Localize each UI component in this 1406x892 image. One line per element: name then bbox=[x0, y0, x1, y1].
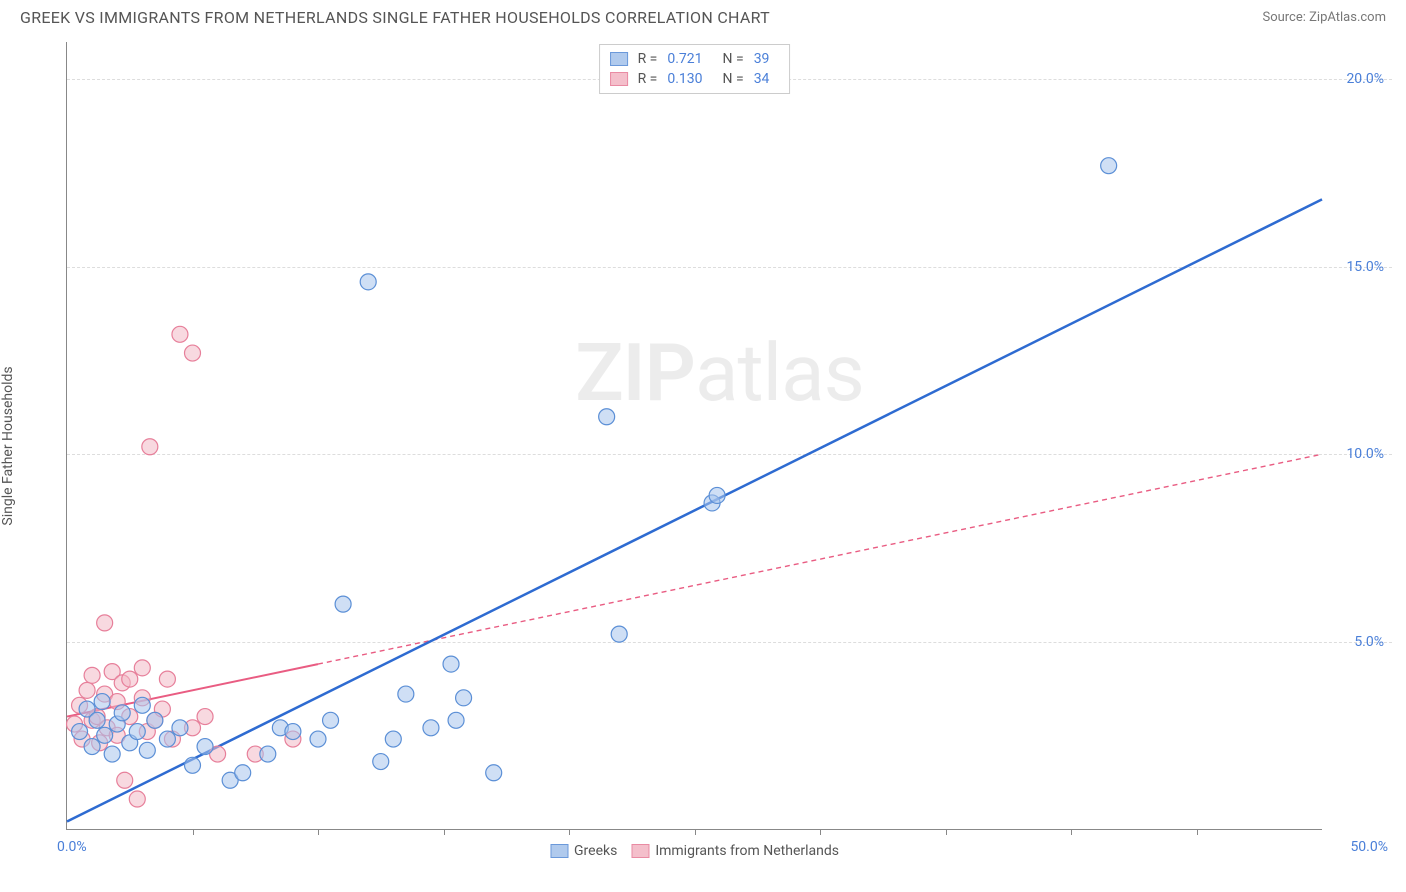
scatter-point bbox=[310, 731, 326, 747]
scatter-point bbox=[134, 660, 150, 676]
legend-swatch-0 bbox=[610, 52, 628, 66]
regression-line-dashed bbox=[318, 454, 1322, 664]
scatter-point bbox=[172, 326, 188, 342]
legend-series-item-0: Greeks bbox=[550, 843, 617, 859]
y-tick-label: 10.0% bbox=[1346, 446, 1384, 462]
scatter-point bbox=[185, 345, 201, 361]
scatter-point bbox=[197, 739, 213, 755]
y-tick-label: 20.0% bbox=[1346, 71, 1384, 87]
legend-stats: R = 0.721 N = 39 R = 0.130 N = 34 bbox=[599, 44, 791, 94]
scatter-point bbox=[443, 656, 459, 672]
legend-n-label-0: N = bbox=[723, 51, 744, 67]
scatter-point bbox=[147, 712, 163, 728]
scatter-point bbox=[122, 671, 138, 687]
y-axis-label: Single Father Households bbox=[0, 366, 16, 525]
x-tick bbox=[318, 829, 319, 835]
chart-header: GREEK VS IMMIGRANTS FROM NETHERLANDS SIN… bbox=[0, 0, 1406, 31]
legend-series-item-1: Immigrants from Netherlands bbox=[631, 843, 839, 859]
scatter-point bbox=[94, 694, 110, 710]
source-name: ZipAtlas.com bbox=[1309, 10, 1386, 25]
scatter-point bbox=[72, 724, 88, 740]
legend-n-label-1: N = bbox=[723, 71, 744, 87]
scatter-point bbox=[235, 765, 251, 781]
legend-r-label-1: R = bbox=[638, 71, 658, 87]
legend-r-label-0: R = bbox=[638, 51, 658, 67]
source-prefix: Source: bbox=[1262, 10, 1309, 25]
scatter-point bbox=[373, 754, 389, 770]
scatter-point bbox=[89, 712, 105, 728]
scatter-point bbox=[1101, 158, 1117, 174]
legend-r-value-1: 0.130 bbox=[667, 71, 702, 87]
chart-source: Source: ZipAtlas.com bbox=[1262, 10, 1386, 25]
scatter-point bbox=[448, 712, 464, 728]
scatter-point bbox=[159, 731, 175, 747]
x-max-label: 50.0% bbox=[1350, 839, 1388, 855]
scatter-point bbox=[172, 720, 188, 736]
legend-series-swatch-0 bbox=[550, 844, 568, 858]
chart-container: ZIPatlas R = 0.721 N = 39 R = 0.130 N = … bbox=[48, 42, 1392, 866]
legend-n-value-0: 39 bbox=[754, 51, 770, 67]
regression-line-solid bbox=[67, 199, 1322, 821]
legend-swatch-1 bbox=[610, 72, 628, 86]
x-tick bbox=[820, 829, 821, 835]
scatter-point bbox=[114, 705, 130, 721]
x-tick bbox=[695, 829, 696, 835]
scatter-point bbox=[104, 746, 120, 762]
scatter-point bbox=[456, 690, 472, 706]
x-tick bbox=[1197, 829, 1198, 835]
scatter-point bbox=[84, 667, 100, 683]
scatter-point bbox=[323, 712, 339, 728]
legend-series: Greeks Immigrants from Netherlands bbox=[550, 843, 839, 859]
plot-svg bbox=[67, 42, 1322, 829]
scatter-point bbox=[385, 731, 401, 747]
legend-stats-row-0: R = 0.721 N = 39 bbox=[610, 49, 780, 69]
legend-series-label-1: Immigrants from Netherlands bbox=[655, 843, 839, 859]
scatter-point bbox=[117, 772, 133, 788]
legend-series-label-0: Greeks bbox=[574, 843, 617, 859]
x-origin-label: 0.0% bbox=[57, 839, 87, 855]
plot-area: ZIPatlas R = 0.721 N = 39 R = 0.130 N = … bbox=[66, 42, 1322, 830]
scatter-point bbox=[709, 487, 725, 503]
scatter-point bbox=[134, 697, 150, 713]
x-tick bbox=[569, 829, 570, 835]
scatter-point bbox=[398, 686, 414, 702]
scatter-point bbox=[84, 739, 100, 755]
scatter-point bbox=[335, 596, 351, 612]
scatter-point bbox=[285, 724, 301, 740]
scatter-point bbox=[159, 671, 175, 687]
y-tick-label: 15.0% bbox=[1346, 259, 1384, 275]
scatter-point bbox=[185, 757, 201, 773]
legend-stats-row-1: R = 0.130 N = 34 bbox=[610, 69, 780, 89]
scatter-point bbox=[599, 409, 615, 425]
scatter-point bbox=[360, 274, 376, 290]
legend-n-value-1: 34 bbox=[754, 71, 770, 87]
x-tick bbox=[946, 829, 947, 835]
chart-title: GREEK VS IMMIGRANTS FROM NETHERLANDS SIN… bbox=[20, 8, 770, 27]
scatter-point bbox=[97, 727, 113, 743]
scatter-point bbox=[79, 682, 95, 698]
scatter-point bbox=[260, 746, 276, 762]
scatter-point bbox=[611, 626, 627, 642]
scatter-point bbox=[139, 742, 155, 758]
scatter-point bbox=[129, 724, 145, 740]
x-tick bbox=[1071, 829, 1072, 835]
scatter-point bbox=[486, 765, 502, 781]
scatter-point bbox=[97, 615, 113, 631]
scatter-point bbox=[129, 791, 145, 807]
legend-r-value-0: 0.721 bbox=[667, 51, 702, 67]
x-tick bbox=[193, 829, 194, 835]
scatter-point bbox=[197, 709, 213, 725]
scatter-point bbox=[142, 439, 158, 455]
scatter-point bbox=[423, 720, 439, 736]
legend-series-swatch-1 bbox=[631, 844, 649, 858]
x-tick bbox=[444, 829, 445, 835]
y-tick-label: 5.0% bbox=[1354, 634, 1384, 650]
